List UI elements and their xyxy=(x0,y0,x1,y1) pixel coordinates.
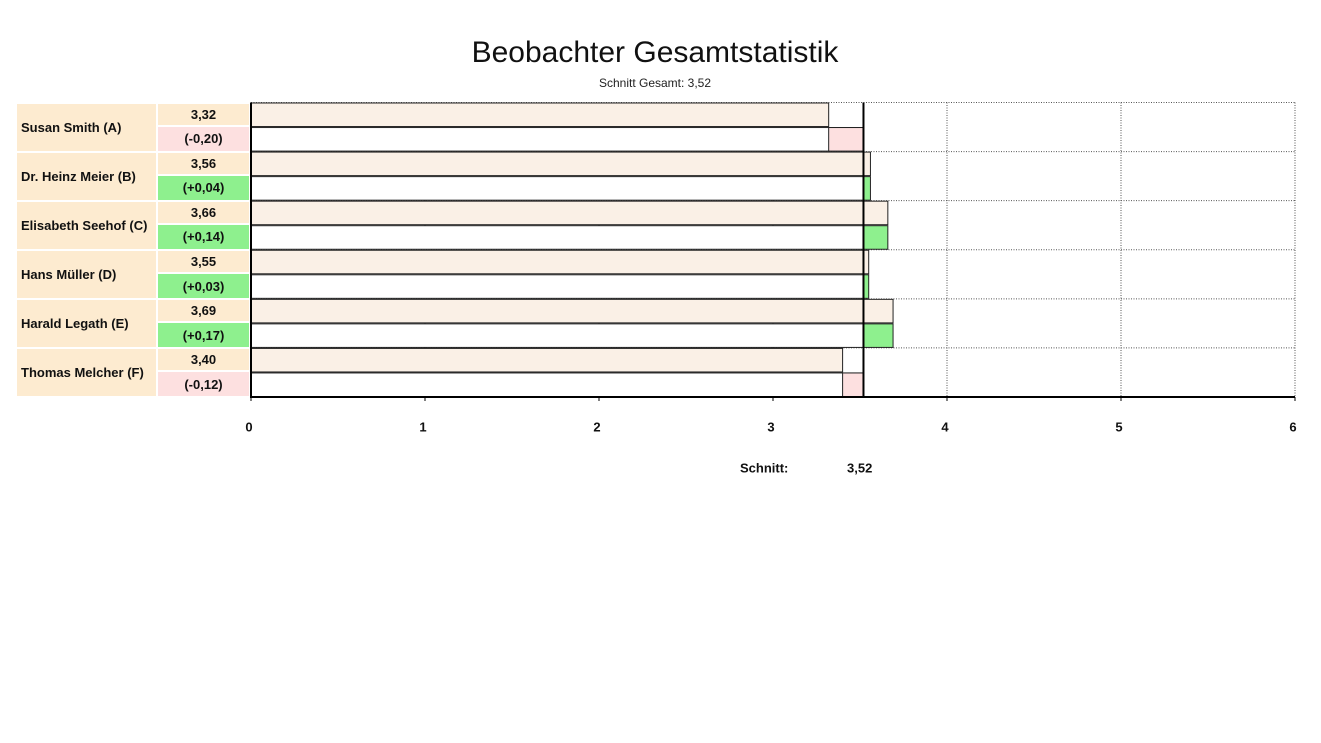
baseline-bar xyxy=(250,323,864,348)
bar xyxy=(250,151,871,177)
bar xyxy=(250,347,844,373)
value-label: 3,40 xyxy=(158,348,249,371)
value-label: 3,32 xyxy=(158,103,249,126)
deviation-label: (+0,14) xyxy=(158,225,249,249)
x-tick-label: 1 xyxy=(419,419,426,434)
deviation-bar xyxy=(862,323,894,348)
mean-name: Schnitt: xyxy=(740,460,788,475)
deviation-label: (+0,03) xyxy=(158,274,249,298)
bar xyxy=(250,102,830,128)
x-tick-label: 3 xyxy=(767,419,774,434)
deviation-label: (-0,12) xyxy=(158,372,249,396)
chart-title: Beobachter Gesamtstatistik xyxy=(472,36,840,69)
observer-name: Susan Smith (A) xyxy=(17,103,156,151)
x-tick-label: 6 xyxy=(1289,419,1296,434)
chart-subtitle: Schnitt Gesamt: 3,52 xyxy=(599,76,711,90)
x-tick-label: 0 xyxy=(245,419,252,434)
deviation-bar xyxy=(842,372,864,398)
observer-name: Elisabeth Seehof (C) xyxy=(17,201,156,249)
x-tick-label: 2 xyxy=(593,419,600,434)
baseline-bar xyxy=(250,176,864,201)
observer-name: Dr. Heinz Meier (B) xyxy=(17,152,156,200)
baseline-bar xyxy=(250,274,864,299)
baseline-bar xyxy=(250,372,864,398)
deviation-label: (+0,17) xyxy=(158,323,249,347)
bar xyxy=(250,298,894,324)
bar xyxy=(250,249,870,275)
bar xyxy=(250,200,889,226)
value-label: 3,56 xyxy=(158,152,249,175)
deviation-label: (+0,04) xyxy=(158,176,249,200)
observer-name: Hans Müller (D) xyxy=(17,250,156,298)
mean-label: 3,52 xyxy=(847,460,872,475)
x-tick-label: 5 xyxy=(1115,419,1122,434)
deviation-label: (-0,20) xyxy=(158,127,249,151)
observer-name: Harald Legath (E) xyxy=(17,299,156,347)
x-tick-label: 4 xyxy=(941,419,949,434)
deviation-bar xyxy=(828,127,864,152)
observer-name: Thomas Melcher (F) xyxy=(17,348,156,396)
value-label: 3,55 xyxy=(158,250,249,273)
value-label: 3,69 xyxy=(158,299,249,322)
baseline-bar xyxy=(250,225,864,250)
deviation-bar xyxy=(862,225,889,250)
deviation-bar xyxy=(862,176,871,201)
baseline-bar xyxy=(250,127,864,152)
value-label: 3,66 xyxy=(158,201,249,224)
